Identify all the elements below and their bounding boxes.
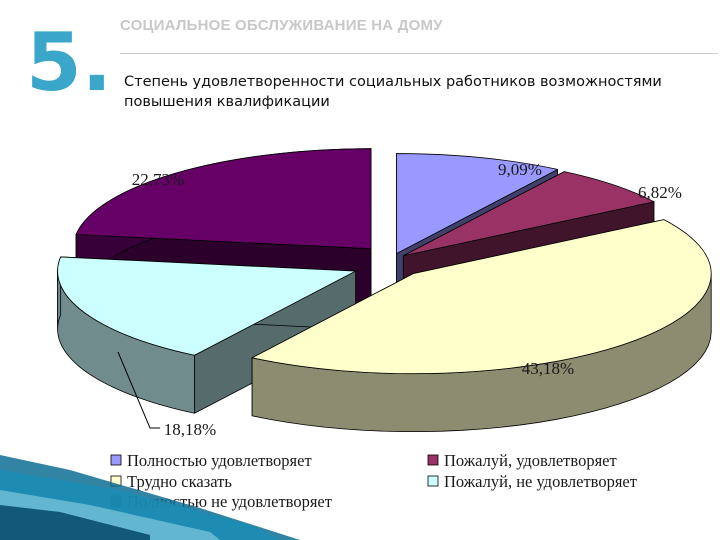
slide-number: 5. bbox=[26, 16, 113, 109]
legend-label-пожалуй-удовлетворяет: Пожалуй, удовлетворяет bbox=[444, 451, 617, 470]
leader-line bbox=[117, 351, 160, 429]
pie-label-layer: 9,09% 6,82% 43,18% 18,18% 22,73% bbox=[117, 160, 682, 439]
data-label-полностью-удовлетворяет: 9,09% bbox=[498, 160, 542, 179]
slide-subtitle: Степень удовлетворенности социальных раб… bbox=[124, 74, 662, 110]
data-label-трудно-сказать: 43,18% bbox=[522, 359, 574, 378]
pie-slice-пожалуй-не-удовлетворяет bbox=[57, 256, 357, 414]
pie-slice-полностью-удовлетворяет-top bbox=[396, 153, 559, 254]
pie-slice-пожалуй-не-удовлетворяет-top bbox=[57, 256, 357, 356]
pie-layer bbox=[57, 148, 712, 433]
data-label-полностью-не-удовлетворяет: 22,73% bbox=[132, 170, 184, 189]
section-title: СОЦИАЛЬНОЕ ОБСЛУЖИВАНИЕ НА ДОМУ bbox=[120, 17, 443, 34]
data-label-пожалуй-удовлетворяет: 6,82% bbox=[638, 183, 682, 202]
legend-label-полностью-удовлетворяет: Полностью удовлетворяет bbox=[127, 451, 312, 470]
legend-swatch-пожалуй-не-удовлетворяет bbox=[427, 475, 439, 487]
pie-slice-трудно-сказать-top bbox=[251, 219, 712, 375]
data-label-пожалуй-не-удовлетворяет: 18,18% bbox=[164, 420, 216, 439]
pie-slice-полностью-не-удовлетворяет-top bbox=[75, 148, 372, 250]
legend-swatch-пожалуй-удовлетворяет bbox=[427, 454, 439, 466]
legend-label-трудно-сказать: Трудно сказать bbox=[127, 472, 232, 491]
legend-swatch-полностью-удовлетворяет bbox=[110, 454, 122, 466]
pie-slice-пожалуй-удовлетворяет-top bbox=[402, 171, 655, 257]
title-divider bbox=[120, 53, 718, 54]
legend-label-пожалуй-не-удовлетворяет: Пожалуй, не удовлетворяет bbox=[444, 472, 637, 491]
pie-slice-трудно-сказать bbox=[251, 219, 712, 433]
